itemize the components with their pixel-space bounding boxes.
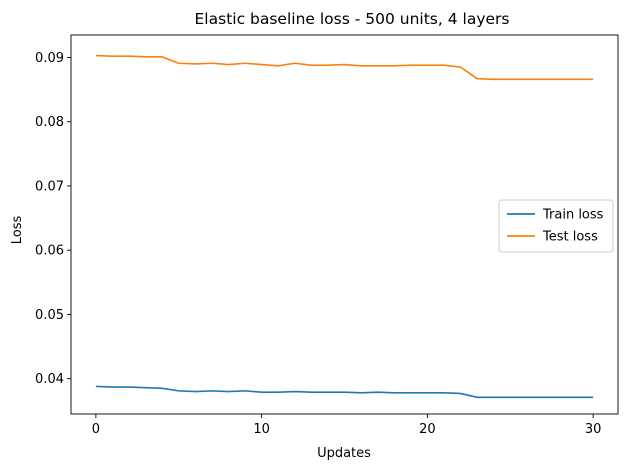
legend-label-1: Test loss <box>542 230 598 245</box>
x-tick-label: 30 <box>585 422 602 437</box>
chart-title: Elastic baseline loss - 500 units, 4 lay… <box>195 10 510 28</box>
y-tick-label: 0.08 <box>35 115 64 130</box>
legend: Train loss Test loss <box>498 199 614 253</box>
legend-label-0: Train loss <box>542 208 604 223</box>
series-line-0 <box>95 385 594 399</box>
axes-frame <box>70 34 619 415</box>
plot-area <box>70 34 619 415</box>
y-tick-label: 0.06 <box>35 244 64 259</box>
axis-ticks: 0 10 20 30 0.04 0.05 0.06 0.07 0.08 0.09 <box>35 51 601 437</box>
y-tick-label: 0.09 <box>35 51 64 66</box>
x-axis-label: Updates <box>317 446 371 461</box>
x-tick-label: 20 <box>419 422 436 437</box>
legend-box <box>498 199 614 253</box>
y-axis-label: Loss <box>10 216 25 245</box>
x-tick-label: 0 <box>92 422 100 437</box>
y-tick-label: 0.04 <box>35 372 64 387</box>
x-tick-label: 10 <box>253 422 270 437</box>
series-line-1 <box>95 54 594 81</box>
y-tick-label: 0.07 <box>35 179 64 194</box>
y-tick-label: 0.05 <box>35 308 64 323</box>
